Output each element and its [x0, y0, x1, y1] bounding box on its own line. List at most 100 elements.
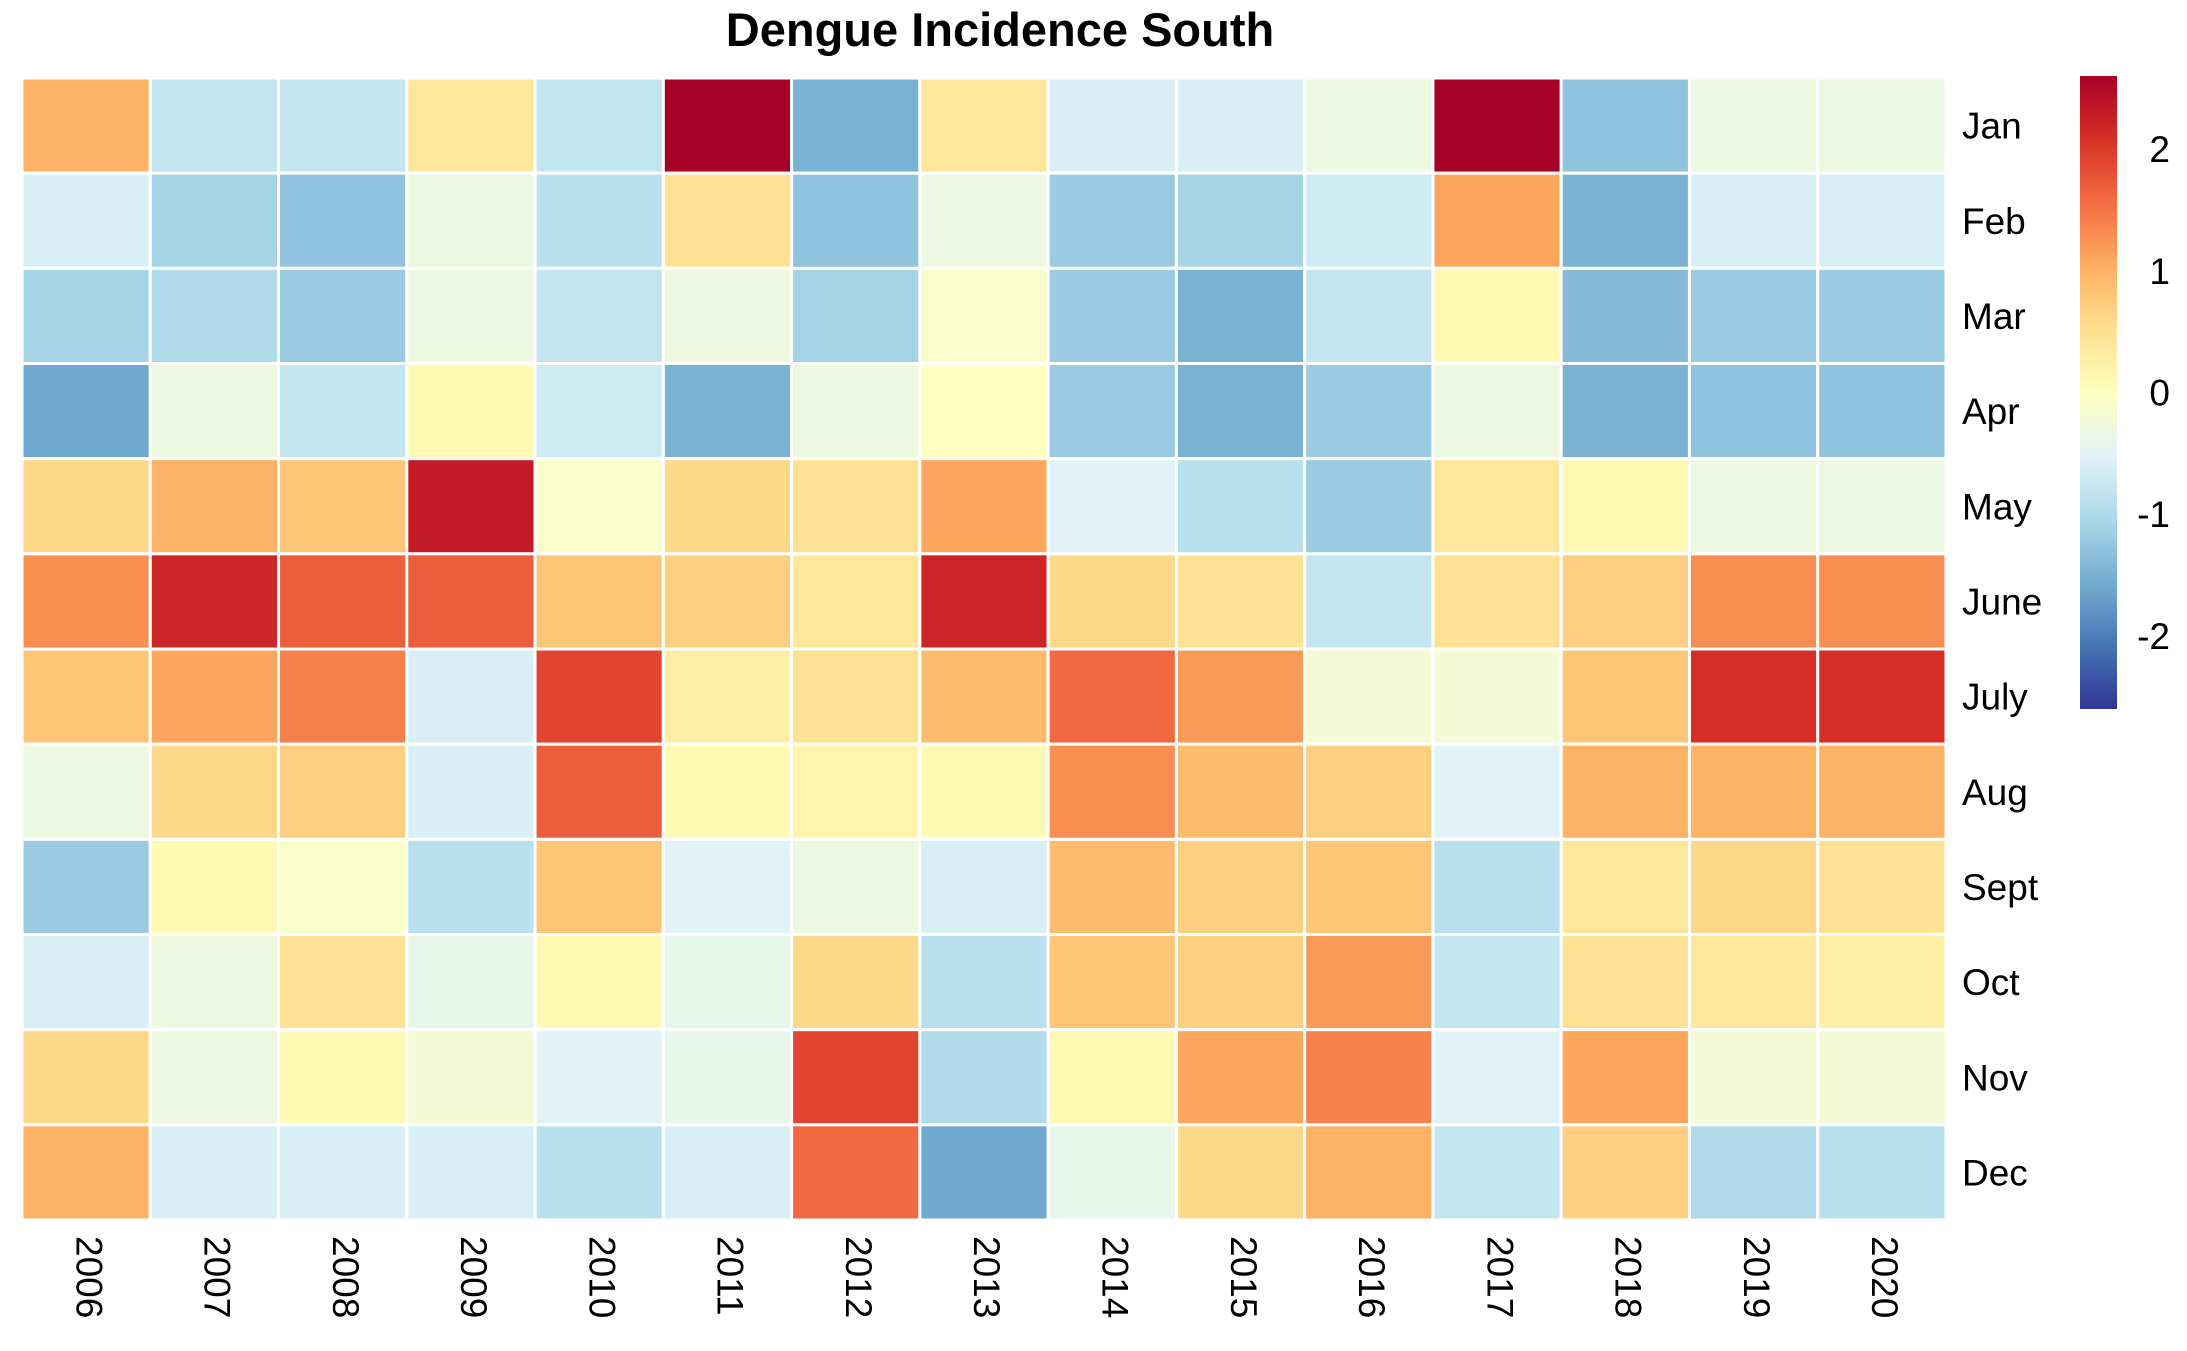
column-label-2011: 2011: [710, 1236, 751, 1316]
heatmap-cell-nov-2015: [1174, 1028, 1307, 1127]
heatmap-cell-dec-2020: [1816, 1123, 1948, 1222]
heatmap-cell-sept-2014: [1046, 837, 1178, 936]
column-label-2009: 2009: [453, 1236, 494, 1318]
heatmap-cell-apr-2017: [1431, 362, 1563, 461]
heatmap-cell-dec-2014: [1046, 1123, 1178, 1222]
heatmap-cell-nov-2018: [1559, 1028, 1691, 1127]
heatmap-cell-feb-2015: [1174, 171, 1307, 270]
heatmap-cell-jan-2012: [790, 76, 922, 175]
heatmap-cell-may-2012: [790, 457, 922, 556]
heatmap-cell-mar-2011: [661, 266, 794, 366]
heatmap-cell-oct-2007: [148, 933, 281, 1032]
heatmap-cell-july-2018: [1559, 647, 1691, 746]
heatmap-cell-apr-2012: [790, 362, 922, 461]
heatmap-cell-feb-2008: [277, 171, 409, 270]
heatmap-cell-july-2014: [1046, 647, 1178, 746]
column-label-2016: 2016: [1351, 1236, 1392, 1318]
heatmap-cell-aug-2013: [918, 742, 1050, 841]
heatmap-cell-jan-2015: [1174, 76, 1307, 175]
heatmap-cell-feb-2010: [533, 171, 665, 270]
heatmap-cell-mar-2008: [277, 266, 409, 366]
heatmap-cell-nov-2006: [20, 1028, 152, 1127]
heatmap-cell-feb-2007: [148, 171, 281, 270]
heatmap-cell-nov-2020: [1816, 1028, 1948, 1127]
heatmap-cell-sept-2019: [1687, 837, 1820, 936]
heatmap-cell-apr-2014: [1046, 362, 1178, 461]
row-label-july: July: [1962, 677, 2028, 718]
heatmap-cell-june-2007: [148, 552, 281, 651]
heatmap-cell-oct-2008: [277, 933, 409, 1032]
heatmap-cell-nov-2014: [1046, 1028, 1178, 1127]
heatmap-cell-feb-2011: [661, 171, 794, 270]
heatmap-cell-feb-2013: [918, 171, 1050, 270]
heatmap-cell-june-2017: [1431, 552, 1563, 651]
row-label-feb: Feb: [1962, 201, 2026, 242]
heatmap-cell-may-2013: [918, 457, 1050, 556]
heatmap-cell-oct-2016: [1303, 933, 1435, 1032]
heatmap-cell-nov-2016: [1303, 1028, 1435, 1127]
heatmap-cell-june-2013: [918, 552, 1050, 651]
heatmap-cell-june-2016: [1303, 552, 1435, 651]
heatmap-cell-july-2007: [148, 647, 281, 746]
heatmap-cell-nov-2017: [1431, 1028, 1563, 1127]
heatmap-cell-may-2008: [277, 457, 409, 556]
heatmap-cell-aug-2014: [1046, 742, 1178, 841]
heatmap-cell-apr-2015: [1174, 362, 1307, 461]
heatmap-cells: [20, 76, 1948, 1222]
heatmap-cell-dec-2015: [1174, 1123, 1307, 1222]
heatmap-cell-dec-2013: [918, 1123, 1050, 1222]
heatmap-cell-july-2012: [790, 647, 922, 746]
heatmap-cell-june-2009: [405, 552, 537, 651]
heatmap-cell-feb-2016: [1303, 171, 1435, 270]
heatmap-cell-oct-2012: [790, 933, 922, 1032]
heatmap-cell-dec-2007: [148, 1123, 281, 1222]
column-labels: 2006 2007 2008 2009 2010 2011 2012 2013 2014 2015…: [68, 1236, 1905, 1318]
heatmap-cell-may-2010: [533, 457, 665, 556]
heatmap-cell-apr-2019: [1687, 362, 1820, 461]
heatmap-cell-mar-2015: [1174, 266, 1307, 366]
heatmap-cell-may-2014: [1046, 457, 1178, 556]
heatmap-cell-apr-2009: [405, 362, 537, 461]
heatmap-cell-dec-2006: [20, 1123, 152, 1222]
heatmap-cell-dec-2010: [533, 1123, 665, 1222]
heatmap-cell-nov-2012: [790, 1028, 922, 1127]
row-label-oct: Oct: [1962, 962, 2020, 1003]
heatmap-cell-may-2018: [1559, 457, 1691, 556]
row-label-mar: Mar: [1962, 296, 2026, 337]
heatmap-cell-may-2016: [1303, 457, 1435, 556]
heatmap-cell-dec-2009: [405, 1123, 537, 1222]
heatmap-cell-june-2012: [790, 552, 922, 651]
chart-title: Dengue Incidence South: [726, 3, 1274, 56]
heatmap-cell-nov-2010: [533, 1028, 665, 1127]
heatmap-cell-june-2014: [1046, 552, 1178, 651]
column-label-2014: 2014: [1094, 1236, 1135, 1318]
heatmap-cell-aug-2018: [1559, 742, 1691, 841]
heatmap-cell-sept-2008: [277, 837, 409, 936]
heatmap-cell-oct-2010: [533, 933, 665, 1032]
heatmap-cell-june-2006: [20, 552, 152, 651]
heatmap-cell-jan-2019: [1687, 76, 1820, 175]
heatmap-cell-july-2011: [661, 647, 794, 746]
heatmap-cell-mar-2010: [533, 266, 665, 366]
heatmap-cell-mar-2019: [1687, 266, 1820, 366]
colorbar-tick-label: 1: [2149, 251, 2170, 292]
colorbar-tick-label: 2: [2149, 129, 2170, 170]
heatmap-cell-sept-2020: [1816, 837, 1948, 936]
heatmap-cell-aug-2007: [148, 742, 281, 841]
heatmap-cell-apr-2018: [1559, 362, 1691, 461]
heatmap-cell-july-2006: [20, 647, 152, 746]
heatmap-cell-nov-2011: [661, 1028, 794, 1127]
heatmap-cell-mar-2017: [1431, 266, 1563, 366]
heatmap-cell-june-2019: [1687, 552, 1820, 651]
heatmap-cell-jan-2017: [1431, 76, 1563, 175]
heatmap-cell-mar-2016: [1303, 266, 1435, 366]
heatmap-cell-sept-2010: [533, 837, 665, 936]
heatmap-cell-feb-2009: [405, 171, 537, 270]
heatmap-cell-nov-2019: [1687, 1028, 1820, 1127]
colorbar-legend: 2 1 0 -1 -2: [2080, 76, 2170, 709]
heatmap-cell-aug-2011: [661, 742, 794, 841]
column-label-2007: 2007: [197, 1236, 238, 1318]
heatmap-cell-mar-2013: [918, 266, 1050, 366]
row-label-nov: Nov: [1962, 1057, 2028, 1098]
